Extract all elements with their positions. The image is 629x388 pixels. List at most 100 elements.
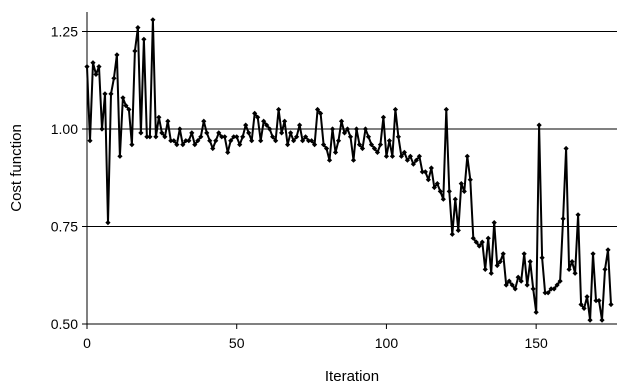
data-point xyxy=(410,161,416,167)
data-point xyxy=(539,255,545,261)
y-tick-label: 0.50 xyxy=(51,316,78,332)
data-point xyxy=(605,247,611,253)
data-point xyxy=(461,188,467,194)
data-point xyxy=(323,145,330,152)
data-point xyxy=(338,118,345,124)
data-point xyxy=(575,212,581,218)
data-point xyxy=(530,286,536,292)
data-point xyxy=(141,36,147,42)
series-cost xyxy=(84,17,614,323)
tick-labels: 0.50 0.75 1.00 1.25 0 50 100 150 xyxy=(51,24,548,352)
data-point xyxy=(566,266,572,272)
data-point xyxy=(317,110,324,116)
data-point xyxy=(270,134,276,140)
data-point xyxy=(144,134,150,140)
data-point xyxy=(383,153,390,159)
data-point xyxy=(440,196,446,202)
y-tick-label: 1.25 xyxy=(51,24,78,40)
y-tick-label: 1.00 xyxy=(51,121,78,137)
data-point xyxy=(380,114,387,120)
data-point xyxy=(560,216,566,222)
data-point xyxy=(252,110,258,116)
data-point xyxy=(195,138,201,144)
data-point xyxy=(180,142,186,148)
data-point xyxy=(548,286,554,292)
data-point xyxy=(395,134,402,140)
data-point xyxy=(147,134,153,140)
data-point xyxy=(285,142,291,148)
data-point xyxy=(311,142,318,148)
data-point xyxy=(425,177,431,183)
data-point xyxy=(569,259,575,265)
data-point xyxy=(398,153,405,159)
data-point xyxy=(527,259,533,265)
data-point xyxy=(452,196,458,202)
data-point xyxy=(213,138,219,144)
data-point xyxy=(177,126,183,132)
data-point xyxy=(368,142,375,148)
data-point xyxy=(431,184,437,191)
data-point xyxy=(291,138,297,144)
data-point xyxy=(156,114,162,120)
data-point xyxy=(138,130,144,136)
data-point xyxy=(467,177,473,183)
data-point xyxy=(126,106,132,113)
data-point xyxy=(273,138,279,144)
data-point xyxy=(296,122,303,128)
data-point xyxy=(135,25,141,31)
data-point xyxy=(288,130,294,136)
data-point xyxy=(602,266,608,272)
data-point xyxy=(279,130,285,136)
data-point xyxy=(117,153,123,159)
data-point xyxy=(129,142,135,148)
data-point xyxy=(84,64,90,70)
data-point xyxy=(294,134,300,140)
data-point xyxy=(102,91,108,97)
data-point xyxy=(162,134,168,140)
y-tick-label: 0.75 xyxy=(51,219,78,235)
data-point xyxy=(168,138,174,144)
data-point xyxy=(332,149,339,155)
x-tick-label: 50 xyxy=(229,335,245,351)
data-point xyxy=(542,290,548,296)
data-point xyxy=(111,75,117,81)
series-line xyxy=(86,18,612,322)
data-point xyxy=(482,266,488,272)
data-point xyxy=(347,134,354,140)
x-tick-label: 0 xyxy=(83,335,91,351)
data-point xyxy=(341,130,348,136)
data-point xyxy=(590,251,596,257)
data-point xyxy=(335,138,342,144)
data-point xyxy=(491,220,497,226)
data-point xyxy=(234,134,240,140)
data-point xyxy=(572,270,578,276)
data-point xyxy=(521,251,527,257)
data-point xyxy=(183,138,189,144)
data-point xyxy=(326,157,333,163)
data-point xyxy=(123,103,129,109)
data-point xyxy=(533,309,539,315)
x-tick-label: 100 xyxy=(375,335,399,351)
data-point xyxy=(374,149,381,155)
data-point xyxy=(473,239,479,245)
data-point xyxy=(434,181,440,187)
y-axis-title: Cost function xyxy=(8,124,25,212)
data-point xyxy=(255,114,261,120)
data-point xyxy=(593,298,599,304)
data-point xyxy=(165,118,171,124)
data-point xyxy=(500,251,506,257)
data-point xyxy=(563,145,569,152)
data-point xyxy=(174,142,180,148)
data-point xyxy=(389,153,396,159)
data-point xyxy=(159,130,165,136)
data-point xyxy=(494,262,500,269)
x-tick-label: 150 xyxy=(524,335,548,351)
data-point xyxy=(261,118,267,124)
data-point xyxy=(87,138,93,144)
data-point xyxy=(90,60,96,66)
data-point xyxy=(108,91,114,97)
data-point xyxy=(192,142,198,148)
data-point xyxy=(518,278,524,284)
data-point xyxy=(446,188,452,194)
data-point xyxy=(114,52,120,58)
